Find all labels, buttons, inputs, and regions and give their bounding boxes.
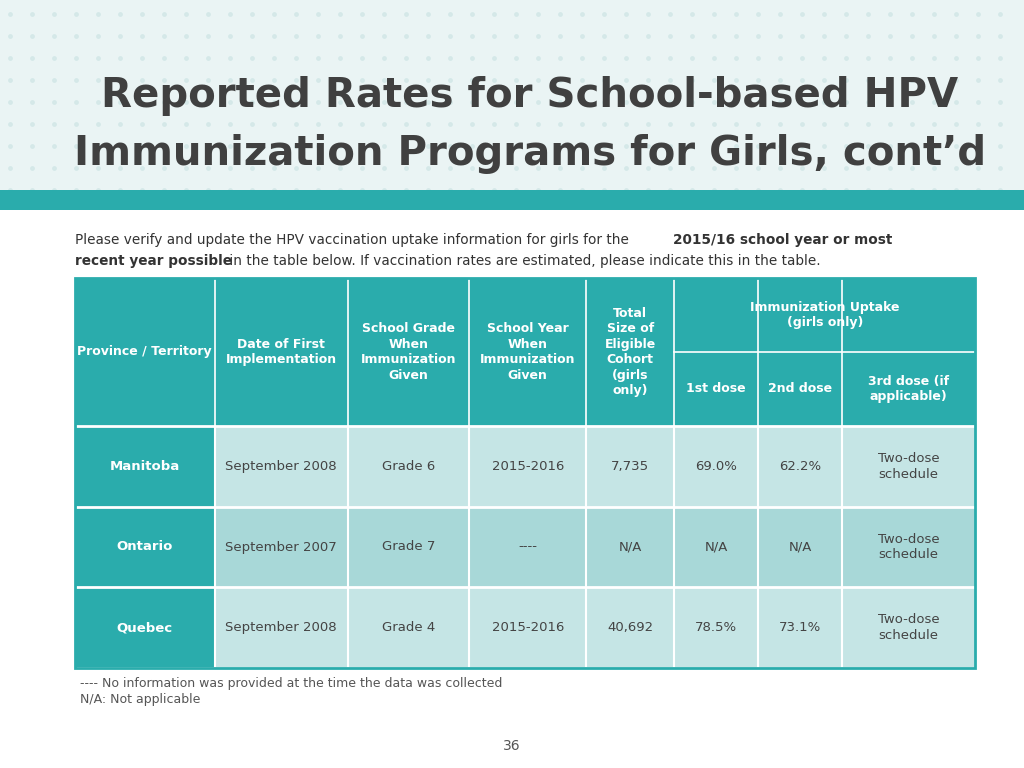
Text: 2015-2016: 2015-2016 [492, 621, 564, 634]
Text: ----: ---- [518, 541, 538, 554]
Bar [214, 426, 348, 507]
Bar [469, 507, 586, 588]
Bar [842, 426, 975, 507]
Text: 2015/16 school year or most: 2015/16 school year or most [673, 233, 892, 247]
Text: 69.0%: 69.0% [695, 460, 737, 473]
Bar [214, 507, 348, 588]
Text: ---- No information was provided at the time the data was collected: ---- No information was provided at the … [80, 677, 503, 690]
Bar [75, 426, 214, 507]
Text: Grade 7: Grade 7 [382, 541, 435, 554]
Bar [348, 426, 469, 507]
Bar [75, 278, 975, 668]
Bar [675, 588, 758, 668]
Text: recent year possible: recent year possible [75, 254, 232, 268]
Text: in the table below. If vaccination rates are estimated, please indicate this in : in the table below. If vaccination rates… [225, 254, 820, 268]
Bar [75, 588, 214, 668]
Text: N/A: N/A [618, 541, 642, 554]
Bar [75, 507, 214, 588]
Bar [842, 352, 975, 426]
Bar [675, 352, 758, 426]
Text: Two-dose
schedule: Two-dose schedule [878, 533, 939, 561]
Bar [469, 588, 586, 668]
Bar [75, 278, 214, 426]
Text: September 2008: September 2008 [225, 621, 337, 634]
Text: Immunization Uptake
(girls only): Immunization Uptake (girls only) [750, 301, 899, 329]
Bar [758, 507, 842, 588]
Text: Two-dose
schedule: Two-dose schedule [878, 452, 939, 481]
Text: School Year
When
Immunization
Given: School Year When Immunization Given [480, 323, 575, 382]
Text: Two-dose
schedule: Two-dose schedule [878, 614, 939, 642]
Bar [586, 507, 675, 588]
Bar [348, 278, 469, 426]
Text: 62.2%: 62.2% [779, 460, 821, 473]
Bar [469, 278, 586, 426]
Bar [675, 426, 758, 507]
Text: N/A: N/A [788, 541, 812, 554]
Text: Immunization Programs for Girls, cont’d: Immunization Programs for Girls, cont’d [74, 134, 986, 174]
Text: School Grade
When
Immunization
Given: School Grade When Immunization Given [360, 323, 457, 382]
Bar [586, 588, 675, 668]
Bar [348, 588, 469, 668]
Bar [842, 507, 975, 588]
Text: Manitoba: Manitoba [110, 460, 180, 473]
Bar [758, 352, 842, 426]
Bar [842, 588, 975, 668]
Text: 78.5%: 78.5% [695, 621, 737, 634]
Bar [348, 507, 469, 588]
Text: Total
Size of
Eligible
Cohort
(girls
only): Total Size of Eligible Cohort (girls onl… [605, 306, 656, 397]
Text: 7,735: 7,735 [611, 460, 649, 473]
Bar [469, 426, 586, 507]
Text: Ontario: Ontario [117, 541, 173, 554]
Text: Date of First
Implementation: Date of First Implementation [225, 338, 337, 366]
Bar [586, 426, 675, 507]
Text: 40,692: 40,692 [607, 621, 653, 634]
Text: Grade 4: Grade 4 [382, 621, 435, 634]
Text: 2nd dose: 2nd dose [768, 382, 833, 396]
Bar [0, 0, 1024, 198]
Text: Please verify and update the HPV vaccination uptake information for girls for th: Please verify and update the HPV vaccina… [75, 233, 633, 247]
Text: 3rd dose (if
applicable): 3rd dose (if applicable) [867, 375, 949, 403]
Text: Province / Territory: Province / Territory [78, 346, 212, 359]
Text: 1st dose: 1st dose [686, 382, 746, 396]
Text: September 2007: September 2007 [225, 541, 337, 554]
Bar [214, 278, 348, 426]
Text: Quebec: Quebec [117, 621, 173, 634]
Bar [0, 190, 1024, 210]
Bar [758, 588, 842, 668]
Bar [214, 588, 348, 668]
Text: 2015-2016: 2015-2016 [492, 460, 564, 473]
Text: 36: 36 [503, 739, 521, 753]
Bar [675, 507, 758, 588]
Text: N/A: N/A [705, 541, 728, 554]
Bar [758, 426, 842, 507]
Bar [586, 278, 675, 426]
Bar [675, 278, 975, 352]
Text: N/A: Not applicable: N/A: Not applicable [80, 694, 201, 707]
Text: Grade 6: Grade 6 [382, 460, 435, 473]
Text: Reported Rates for School-based HPV: Reported Rates for School-based HPV [101, 76, 958, 116]
Text: September 2008: September 2008 [225, 460, 337, 473]
Text: 73.1%: 73.1% [779, 621, 821, 634]
